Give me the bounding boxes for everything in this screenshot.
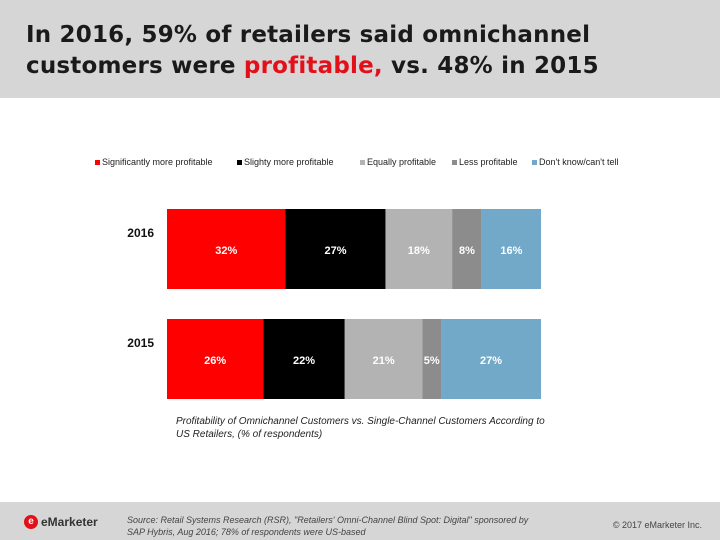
data-label: 8% [459,245,475,257]
chart-caption: Profitability of Omnichannel Customers v… [176,416,545,440]
data-label: 27% [324,245,346,257]
bar-segment-slighty-more-profitable [285,209,386,289]
legend-label: Significantly more profitable [102,157,213,167]
logo-icon: e [24,515,38,529]
bar-segment-less-profitable [422,319,442,399]
title-banner: In 2016, 59% of retailers said omnichann… [0,0,720,98]
title-line-1: In 2016, 59% of retailers said omnichann… [26,22,591,48]
copyright: © 2017 eMarketer Inc. [612,520,702,530]
data-label: 16% [500,245,522,257]
legend-label: Less profitable [459,157,518,167]
legend-swatch [532,160,537,165]
bar-segment-significantly-more-profitable [167,319,264,399]
legend-swatch [360,160,365,165]
bar-segment-don-t-know-can-t-tell [481,209,541,289]
data-label: 22% [293,355,315,367]
legend-label: Slighty more profitable [244,157,334,167]
bar-segment-less-profitable [452,209,482,289]
title-line-2-start: customers were [26,53,244,79]
chart-bars: 2016 32% 27% 18% 8% 16% 2015 26% 22% 21% 5% 27% [127,209,541,399]
legend-item-don-t-know-can-t-tell: Don't know/can't tell [532,157,618,167]
stacked-bar-chart: Significantly more profitable Slighty mor… [95,157,618,399]
legend-swatch [452,160,457,165]
data-label: 5% [424,355,440,367]
category-label: 2015 [127,336,154,350]
category-label: 2016 [127,226,154,240]
title-highlight: profitable, [243,53,383,79]
bar-segment-don-t-know-can-t-tell [441,319,541,399]
bar-segment-equally-profitable [344,319,423,399]
bar-row-2015: 2015 26% 22% 21% 5% 27% [127,319,541,399]
data-label: 21% [373,355,395,367]
legend-swatch [95,160,100,165]
legend-item-less-profitable: Less profitable [452,157,518,167]
legend-item-equally-profitable: Equally profitable [360,157,436,167]
legend-item-slighty-more-profitable: Slighty more profitable [237,157,334,167]
bar-segment-slighty-more-profitable [263,319,345,399]
bar-segment-equally-profitable [385,209,453,289]
data-label: 26% [204,355,226,367]
bar-row-2016: 2016 32% 27% 18% 8% 16% [127,209,541,289]
chart-legend: Significantly more profitable Slighty mor… [95,157,618,167]
title-line-2-end: vs. 48% in 2015 [382,53,599,79]
data-label: 18% [408,245,430,257]
source-note: Source: Retail Systems Research (RSR), "… [127,515,529,537]
page-title: In 2016, 59% of retailers said omnichann… [26,20,599,82]
logo-text: eMarketer [41,515,98,529]
footer-bar: e eMarketer Source: Retail Systems Resea… [0,502,720,540]
data-label: 32% [215,245,237,257]
data-label: 27% [480,355,502,367]
legend-label: Equally profitable [367,157,436,167]
legend-item-significantly-more-profitable: Significantly more profitable [95,157,213,167]
emarketer-logo: e eMarketer [24,515,98,529]
bar-segment-significantly-more-profitable [167,209,286,289]
legend-swatch [237,160,242,165]
legend-label: Don't know/can't tell [539,157,618,167]
